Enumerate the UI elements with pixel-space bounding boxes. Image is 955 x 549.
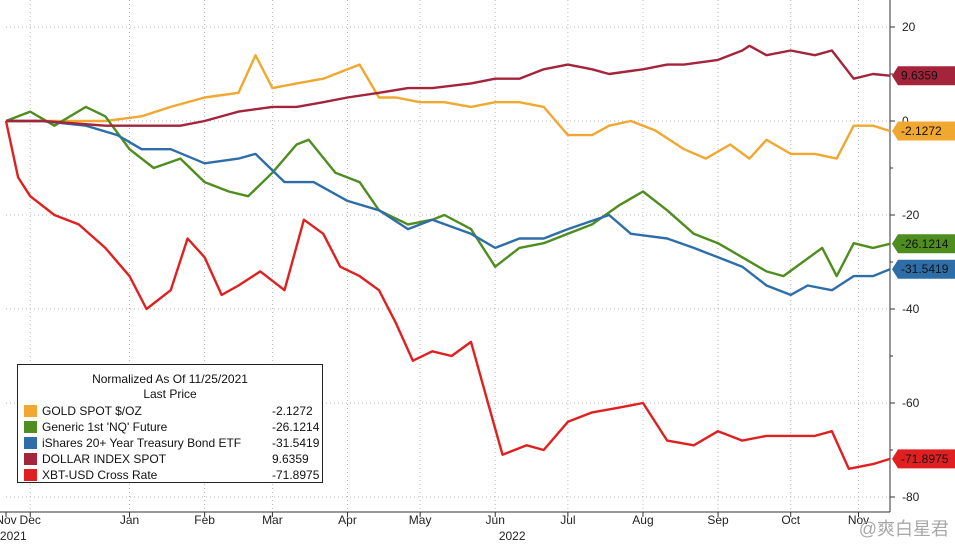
x-tick-label: Nov (0, 513, 17, 527)
legend-value: -31.5419 (272, 436, 320, 450)
y-tick-label: 20 (902, 20, 916, 34)
series-line-2 (6, 119, 891, 297)
x-tick-label: Sep (707, 513, 729, 527)
last-price-tag-4 (892, 449, 955, 469)
x-tick-label: Dec (20, 513, 41, 527)
x-tick-label: Jul (560, 513, 575, 527)
last-price-label: -2.1272 (901, 124, 942, 138)
legend-value: 9.6359 (272, 452, 309, 466)
last-price-tag-2 (892, 259, 955, 279)
last-price-labels: -2.1272 -26.1214 -31.5419 9.6359 -71.8975 (892, 66, 955, 469)
series-line-1 (5, 105, 891, 278)
y-tick-label: -20 (902, 208, 920, 222)
last-price-tag-3 (892, 66, 955, 86)
x-tick-label: Nov (848, 513, 869, 527)
x-year-label: 2022 (499, 529, 526, 543)
legend-item-nq-future: Generic 1st 'NQ' Future -26.1214 (24, 419, 320, 435)
legend-item-treasury-etf: iShares 20+ Year Treasury Bond ETF -31.5… (24, 435, 320, 451)
legend-swatch-xbt-usd (24, 469, 37, 481)
y-tick-label: -60 (902, 396, 920, 410)
legend-item-gold: GOLD SPOT $/OZ -2.1272 (24, 403, 316, 419)
legend-value: -2.1272 (272, 404, 313, 418)
last-price-label: -26.1214 (901, 237, 949, 251)
x-tick-label: Apr (338, 513, 357, 527)
last-price-label: -31.5419 (901, 262, 949, 276)
legend: Normalized As Of 11/25/2021 Last Price G… (17, 364, 323, 483)
watermark: @爽白星君 (858, 519, 949, 539)
x-tick-label: Jun (486, 513, 505, 527)
legend-title: Normalized As Of 11/25/2021 Last Price (18, 372, 322, 402)
y-tick-label: -40 (902, 302, 920, 316)
legend-label: iShares 20+ Year Treasury Bond ETF (42, 436, 242, 450)
legend-value: -71.8975 (272, 468, 320, 482)
legend-swatch-treasury-etf (24, 437, 37, 449)
x-year-label: 2021 (0, 529, 27, 543)
legend-title-line-2: Last Price (143, 387, 197, 401)
series-lines (4, 44, 891, 470)
last-price-tag-1 (892, 234, 955, 254)
last-price-label: 9.6359 (901, 69, 938, 83)
legend-label: DOLLAR INDEX SPOT (42, 452, 167, 466)
legend-swatch-dollar-index (24, 453, 37, 465)
legend-value: -26.1214 (272, 420, 320, 434)
series-line-4 (4, 120, 891, 470)
x-tick-label: Feb (194, 513, 215, 527)
grid (6, 0, 890, 512)
y-tick-label: -80 (902, 490, 920, 504)
x-tick-label: Mar (262, 513, 283, 527)
series-line-3 (6, 44, 891, 127)
legend-swatch-gold (24, 405, 37, 417)
last-price-label: -71.8975 (901, 452, 949, 466)
legend-item-xbt-usd: XBT-USD Cross Rate -71.8975 (24, 467, 320, 483)
x-tick-label: Jan (120, 513, 139, 527)
legend-item-dollar-index: DOLLAR INDEX SPOT 9.6359 (24, 451, 316, 467)
axes: 200-20-40-60-80NovDecJanFebMarAprMayJunJ… (0, 0, 920, 543)
series-line-0 (6, 54, 891, 160)
last-price-tag-0 (892, 121, 955, 141)
x-tick-label: May (409, 513, 432, 527)
y-tick-label: 0 (902, 114, 909, 128)
legend-swatch-nq-future (24, 421, 37, 433)
legend-title-line-1: Normalized As Of 11/25/2021 (92, 372, 248, 386)
legend-label: Generic 1st 'NQ' Future (42, 420, 168, 434)
legend-label: GOLD SPOT $/OZ (42, 404, 142, 418)
x-tick-label: Oct (781, 513, 800, 527)
x-tick-label: Aug (632, 513, 653, 527)
legend-label: XBT-USD Cross Rate (42, 468, 158, 482)
